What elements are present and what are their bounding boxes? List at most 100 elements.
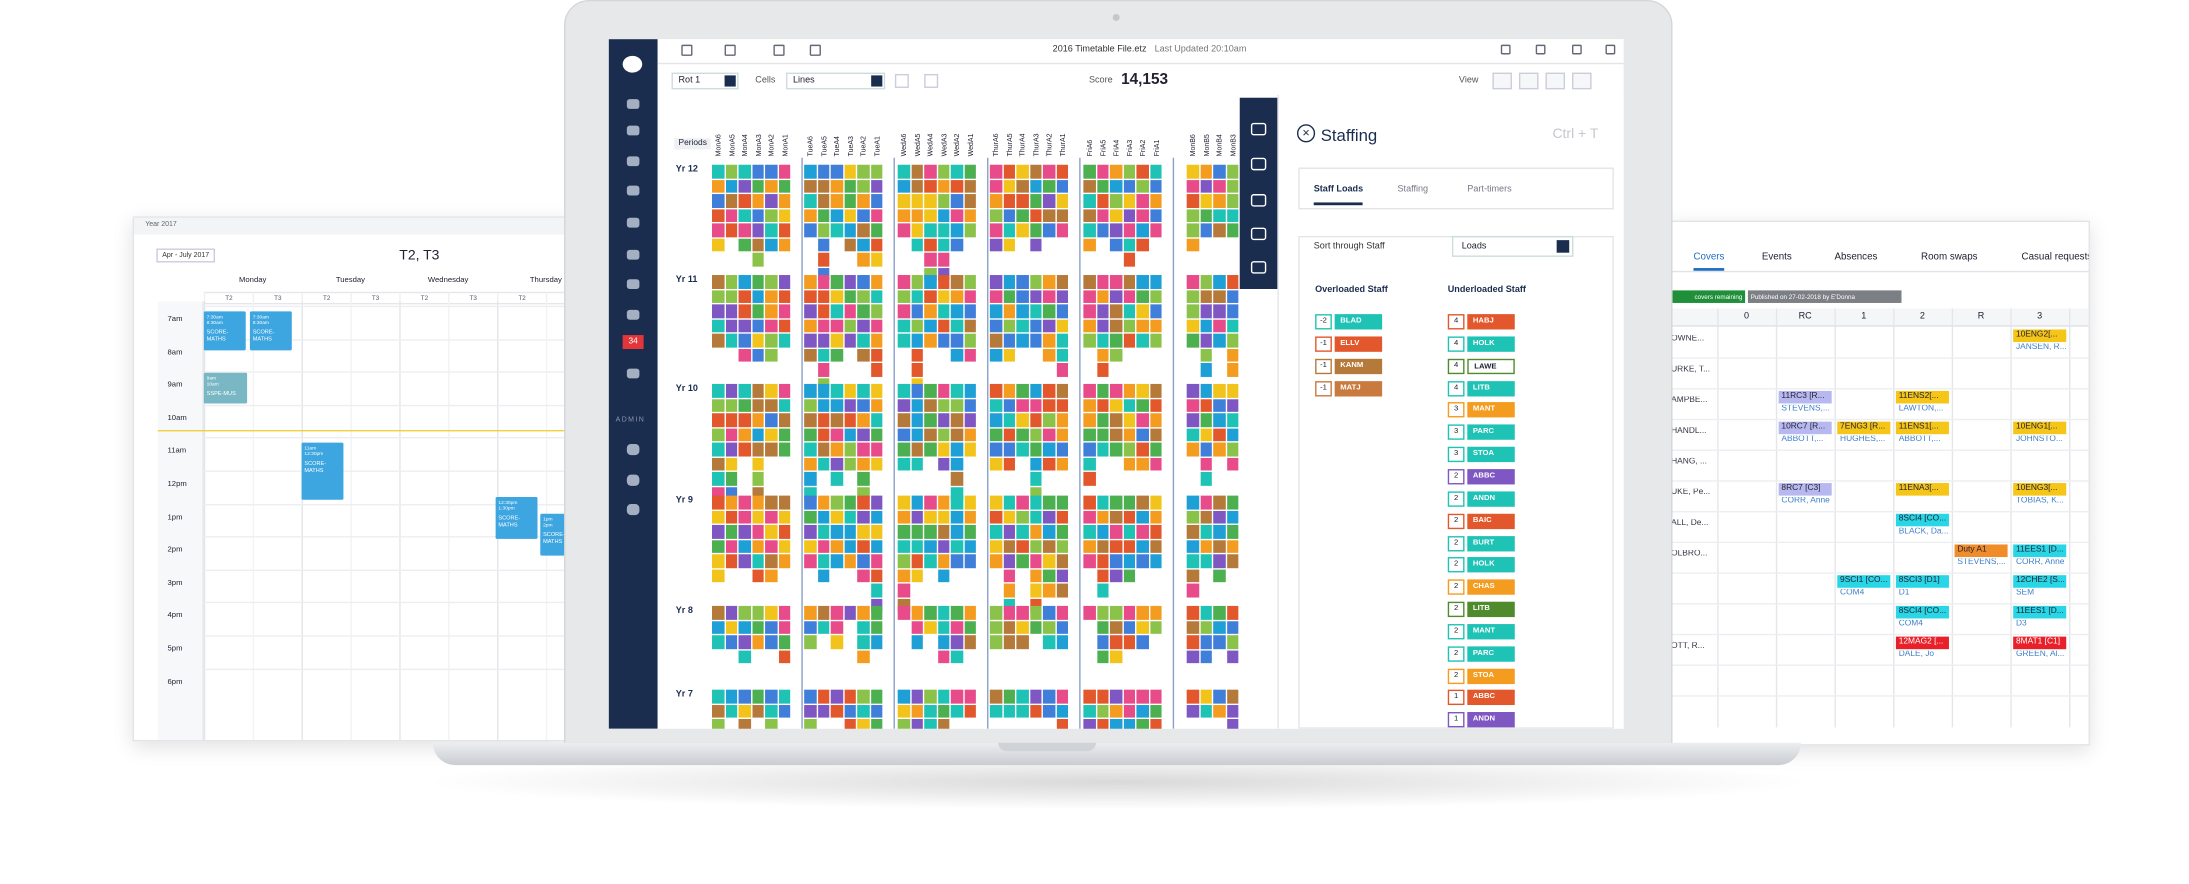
cover-teacher[interactable]: BLACK, Da... xyxy=(1898,527,1949,537)
timetable-cell[interactable] xyxy=(924,319,937,333)
timetable-cell[interactable] xyxy=(712,554,724,568)
timetable-cell[interactable] xyxy=(1029,524,1042,539)
timetable-cell[interactable] xyxy=(910,362,923,377)
timetable-cell[interactable] xyxy=(751,539,764,553)
cover-class[interactable]: 8SCI4 [CO... xyxy=(1895,513,1949,527)
timetable-cell[interactable] xyxy=(1149,223,1162,237)
timetable-cell[interactable] xyxy=(765,413,777,427)
timetable-cell[interactable] xyxy=(910,605,923,620)
timetable-cell[interactable] xyxy=(817,383,830,398)
timetable-cell[interactable] xyxy=(1056,194,1069,208)
timetable-cell[interactable] xyxy=(937,383,950,398)
timetable-cell[interactable] xyxy=(1083,194,1096,208)
timetable-cell[interactable] xyxy=(1199,289,1212,303)
timetable-cell[interactable] xyxy=(1149,718,1162,729)
timetable-cell[interactable] xyxy=(950,383,963,398)
timetable-cell[interactable] xyxy=(1213,179,1226,193)
timetable-cell[interactable] xyxy=(1123,704,1136,718)
cover-class[interactable]: 11RC3 [R... xyxy=(1778,390,1832,404)
timetable-cell[interactable] xyxy=(950,398,963,412)
timetable-cell[interactable] xyxy=(778,194,791,208)
timetable-cell[interactable] xyxy=(1056,554,1069,568)
timetable-cell[interactable] xyxy=(1199,208,1212,222)
timetable-cell[interactable] xyxy=(1109,304,1122,318)
timetable-cell[interactable] xyxy=(1096,704,1109,718)
timetable-cell[interactable] xyxy=(910,554,923,568)
timetable-cell[interactable] xyxy=(725,383,738,398)
timetable-cell[interactable] xyxy=(1016,289,1029,303)
timetable-cell[interactable] xyxy=(950,471,963,486)
timetable-cell[interactable] xyxy=(1149,554,1162,568)
timetable-cell[interactable] xyxy=(1109,718,1122,729)
timetable-cell[interactable] xyxy=(804,223,817,237)
timetable-cell[interactable] xyxy=(765,427,777,442)
timetable-cell[interactable] xyxy=(897,275,910,289)
timetable-cell[interactable] xyxy=(1226,319,1239,333)
timetable-cell[interactable] xyxy=(964,275,976,289)
timetable-cell[interactable] xyxy=(1186,495,1199,509)
timetable-cell[interactable] xyxy=(989,442,1002,456)
timetable-cell[interactable] xyxy=(1136,319,1149,333)
timetable-cell[interactable] xyxy=(830,539,843,553)
timetable-cell[interactable] xyxy=(712,179,724,193)
timetable-cell[interactable] xyxy=(857,413,870,427)
timetable-cell[interactable] xyxy=(857,539,870,553)
timetable-cell[interactable] xyxy=(937,252,950,266)
timetable-cell[interactable] xyxy=(765,539,777,553)
timetable-cell[interactable] xyxy=(1042,457,1055,471)
staff-code[interactable]: PARC xyxy=(1467,424,1515,441)
timetable-cell[interactable] xyxy=(1199,635,1212,649)
timetable-cell[interactable] xyxy=(843,289,856,303)
timetable-cell[interactable] xyxy=(1042,289,1055,303)
timetable-cell[interactable] xyxy=(1109,289,1122,303)
timetable-cell[interactable] xyxy=(1123,275,1136,289)
timetable-cell[interactable] xyxy=(1042,635,1055,649)
timetable-cell[interactable] xyxy=(1016,208,1029,222)
timetable-cell[interactable] xyxy=(1042,383,1055,398)
timetable-cell[interactable] xyxy=(870,413,883,427)
timetable-cell[interactable] xyxy=(989,275,1002,289)
timetable-cell[interactable] xyxy=(751,495,764,509)
timetable-cell[interactable] xyxy=(924,442,937,456)
timetable-cell[interactable] xyxy=(830,223,843,237)
timetable-cell[interactable] xyxy=(1042,179,1055,193)
timetable-cell[interactable] xyxy=(1213,383,1226,398)
timetable-cell[interactable] xyxy=(1149,524,1162,539)
timetable-cell[interactable] xyxy=(1226,510,1239,524)
staff-code[interactable]: STOA xyxy=(1467,668,1515,684)
toolbar-icon[interactable] xyxy=(681,44,693,56)
timetable-cell[interactable] xyxy=(1149,457,1162,471)
timetable-cell[interactable] xyxy=(857,620,870,634)
timetable-cell[interactable] xyxy=(1029,427,1042,442)
timetable-cell[interactable] xyxy=(870,348,883,362)
timetable-cell[interactable] xyxy=(1096,635,1109,649)
timetable-cell[interactable] xyxy=(989,510,1002,524)
timetable-cell[interactable] xyxy=(751,635,764,649)
timetable-cell[interactable] xyxy=(1226,457,1239,471)
timetable-cell[interactable] xyxy=(1136,383,1149,398)
timetable-cell[interactable] xyxy=(1042,539,1055,553)
timetable-cell[interactable] xyxy=(924,554,937,568)
timetable-cell[interactable] xyxy=(738,319,751,333)
timetable-cell[interactable] xyxy=(1186,275,1199,289)
timetable-cell[interactable] xyxy=(870,442,883,456)
timetable-cell[interactable] xyxy=(1149,620,1162,634)
toolbar-icon[interactable] xyxy=(724,44,736,56)
timetable-cell[interactable] xyxy=(950,304,963,318)
timetable-cell[interactable] xyxy=(1096,208,1109,222)
timetable-cell[interactable] xyxy=(778,319,791,333)
timetable-cell[interactable] xyxy=(817,427,830,442)
timetable-cell[interactable] xyxy=(817,252,830,266)
timetable-cell[interactable] xyxy=(1096,718,1109,729)
timetable-cell[interactable] xyxy=(738,495,751,509)
timetable-cell[interactable] xyxy=(1056,635,1069,649)
staff-code[interactable]: BLAD xyxy=(1334,314,1383,330)
timetable-cell[interactable] xyxy=(1003,289,1015,303)
timetable-cell[interactable] xyxy=(857,704,870,718)
timetable-cell[interactable] xyxy=(910,620,923,634)
timetable-cell[interactable] xyxy=(1213,275,1226,289)
timetable-cell[interactable] xyxy=(910,333,923,347)
cover-teacher[interactable]: D1 xyxy=(1898,589,1910,598)
nav-icon[interactable] xyxy=(626,217,640,228)
timetable-cell[interactable] xyxy=(1042,554,1055,568)
